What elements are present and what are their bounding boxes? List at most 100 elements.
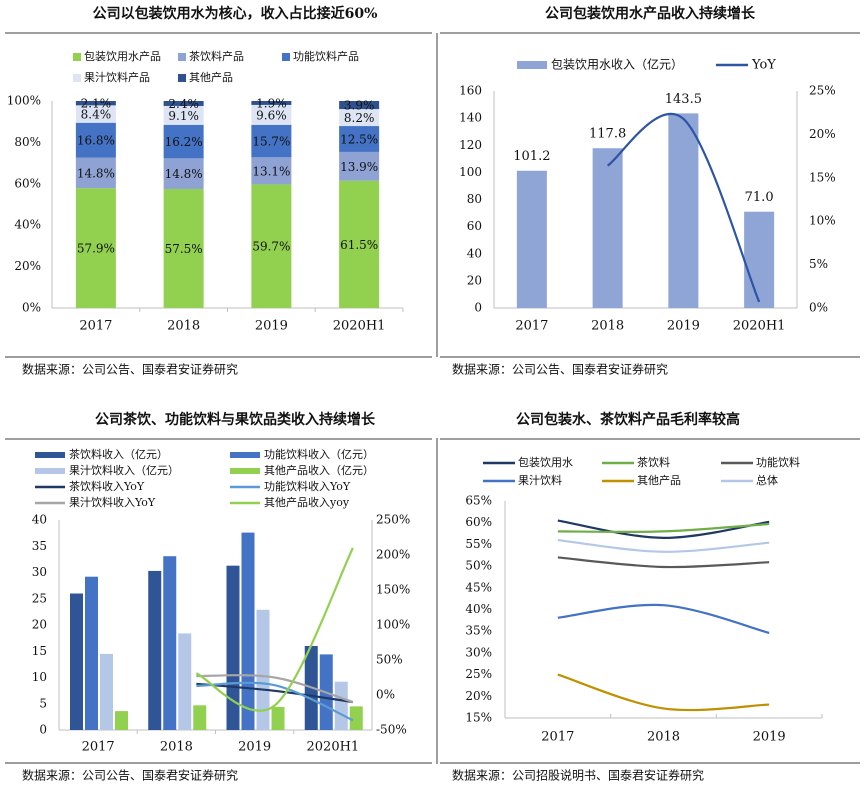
y2-tick-label: 150% [376,583,410,597]
x-tick-label: 2019 [238,740,271,755]
legend-label: 果汁饮料收入（亿元） [69,463,179,477]
legend-label: 茶饮料产品 [189,49,244,63]
y-tick-label: 160 [459,84,482,98]
source-note: 数据来源：公司招股说明书、国泰君安证券研究 [452,768,704,783]
stacked-bar-segment [251,157,292,185]
legend-label: 其他产品 [637,473,681,487]
y2-tick-label: 25% [809,84,836,98]
data-label: 13.1% [252,164,290,178]
revenue-bar [516,170,547,308]
y2-tick-label: 20% [809,127,836,141]
chart-1-plot: 0% 20% 40% 60% 80% 100% 2017 57.9% 14.8% 16.8% 8.4… [7,94,404,334]
chart-2-plot: 0 20 40 60 80 100 120 140 160 0% 5% 10% 15% 20% 25% 101… [459,84,836,334]
y-tick-label: 20 [467,273,482,287]
stacked-bar-segment [163,101,204,106]
data-label: 59.7% [252,240,290,254]
x-tick-label: 2018 [167,319,200,334]
revenue-bar [592,148,623,308]
x-tick-label: 2020H1 [333,319,386,334]
revenue-bar [163,556,177,730]
margin-line [557,603,770,634]
data-label: 61.5% [340,238,378,252]
legend-label: 其他产品收入yoy [264,495,350,509]
data-label: 8.2% [344,111,375,125]
legend-label: 包装饮用水产品 [84,49,161,63]
legend-swatch [73,53,81,61]
y-tick-label: 40 [32,513,47,527]
x-tick-label: 2017 [541,730,574,745]
stacked-bar-segment [163,188,204,308]
x-tick-label: 2020H1 [307,740,360,755]
data-label: 57.9% [77,242,115,256]
revenue-bar [256,609,270,730]
legend-swatch [230,468,260,474]
y-tick-label: 35% [465,624,492,638]
y-tick-label: 30 [32,565,47,579]
y2-tick-label: 5% [809,257,828,271]
y-tick-label: 40 [467,246,482,260]
y-tick-label: 80% [14,135,41,149]
legend-label: 果汁饮料产品 [84,70,150,84]
stacked-bar-segment [251,124,292,158]
chart-1-header: 公司以包装饮用水为核心，收入占比接近60% [5,5,432,34]
legend-label: YoY [751,58,776,73]
data-label: 16.2% [165,135,203,149]
y-tick-label: 40% [14,218,41,232]
legend-label: 茶饮料收入YoY [69,479,145,493]
data-label: 3.9% [344,99,375,113]
revenue-bar [178,633,192,730]
stacked-bar-segment [339,180,380,308]
data-label: 9.1% [168,109,199,123]
stacked-bar-segment [75,105,116,123]
y-tick-label: 10 [32,670,47,684]
yoy-line [196,681,354,722]
revenue-bar [226,565,240,730]
y-tick-label: 35 [32,539,47,553]
data-label: 12.5% [340,132,378,146]
legend-label: 功能饮料 [756,455,800,469]
y2-tick-label: 15% [809,170,836,184]
x-tick-label: 2019 [255,319,288,334]
legend-label: 茶饮料 [637,455,670,469]
x-tick-label: 2020H1 [733,319,786,334]
chart-3-header: 公司茶饮、功能饮料与果饮品类收入持续增长 [5,411,432,440]
chart-2-header: 公司包装饮用水产品收入持续增长 [440,5,860,34]
data-label: 13.9% [340,160,378,174]
y2-tick-label: 0% [376,688,395,702]
stacked-bar-segment [75,188,116,308]
chart-2-legend: 包装饮用水收入（亿元） YoY [517,57,776,73]
y2-tick-label: 50% [376,653,403,667]
y-tick-label: 45% [465,580,492,594]
chart-4-header: 公司包装水、茶饮料产品毛利率较高 [440,411,860,440]
y2-tick-label: 100% [376,618,410,632]
stacked-bar-segment [339,109,380,127]
y-tick-label: 20% [14,259,41,273]
stacked-bar-segment [339,101,380,110]
chart-title: 公司茶饮、功能饮料与果饮品类收入持续增长 [95,411,376,428]
legend-swatch [282,53,290,61]
yoy-line [195,547,354,712]
revenue-bar [148,570,162,730]
y2-tick-label: 0% [809,301,828,315]
margin-line [557,519,770,539]
data-label: 8.4% [81,108,112,122]
y-tick-label: 80 [467,192,482,206]
stacked-bar-segment [75,101,116,106]
revenue-bar [70,593,83,730]
source-note: 数据来源：公司公告、国泰君安证券研究 [22,768,238,783]
y-tick-label: 40% [465,602,492,616]
stacked-bar-segment [163,124,204,159]
source-note: 数据来源：公司公告、国泰君安证券研究 [452,362,668,377]
y2-tick-label: 250% [376,513,410,527]
legend-label: 果汁饮料 [518,473,562,487]
revenue-bar [349,706,363,730]
y-tick-label: 55% [465,537,492,551]
legend-swatch [178,74,186,82]
x-tick-label: 2019 [753,730,786,745]
legend-label: 包装饮用水 [518,456,573,469]
stacked-bar-segment [339,151,380,181]
x-tick-label: 2017 [82,740,115,755]
